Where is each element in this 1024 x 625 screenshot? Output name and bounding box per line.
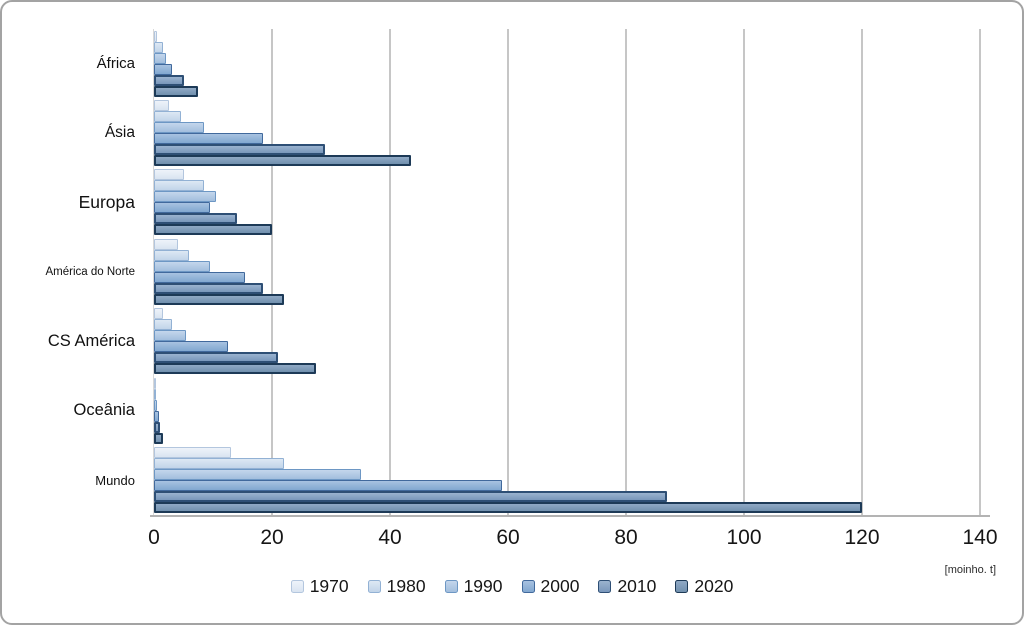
category-label: América do Norte: [45, 265, 135, 278]
bar-2000: [154, 480, 503, 492]
legend-item-1970: 1970: [290, 576, 349, 597]
legend-item-2020: 2020: [675, 576, 733, 597]
bar-1990: [154, 260, 211, 272]
category-label: Oceânia: [73, 401, 135, 420]
bar-2020: [154, 154, 411, 166]
bar-2000: [154, 271, 246, 283]
bar-2020: [154, 432, 163, 444]
legend-item-1980: 1980: [367, 576, 426, 597]
y-axis-line: [153, 29, 154, 515]
bar-1990: [154, 191, 216, 203]
bar-1980: [154, 249, 190, 261]
legend-swatch-icon: [290, 580, 304, 593]
bar-1970: [154, 377, 156, 389]
gridline-60: [507, 29, 509, 515]
legend-swatch-icon: [598, 580, 612, 593]
gridline-40: [389, 29, 391, 515]
x-tick-80: 80: [614, 526, 638, 549]
bar-2000: [154, 202, 211, 214]
bar-1970: [154, 169, 184, 181]
bar-2010: [154, 352, 278, 364]
legend-label: 1980: [386, 576, 426, 596]
bar-2020: [154, 85, 199, 97]
x-tick-100: 100: [726, 526, 762, 549]
legend-swatch-icon: [367, 580, 381, 593]
bar-1970: [154, 238, 178, 250]
bar-1980: [154, 110, 181, 122]
bar-2010: [154, 491, 668, 503]
legend-item-1990: 1990: [444, 576, 503, 597]
category-label: CS América: [47, 331, 135, 350]
x-tick-20: 20: [260, 526, 284, 549]
bar-2000: [154, 132, 264, 144]
legend-swatch-icon: [444, 580, 458, 593]
bar-2010: [154, 421, 160, 433]
legend-label: 2010: [617, 576, 657, 596]
bar-2010: [154, 282, 264, 294]
bar-1970: [154, 447, 231, 459]
x-tick-0: 0: [148, 526, 160, 549]
legend-label: 1970: [309, 576, 349, 596]
legend-swatch-icon: [675, 580, 689, 593]
bar-2020: [154, 293, 284, 305]
legend: 1970 1980 1990 2000 2010 2020: [2, 576, 1022, 597]
category-label: Europa: [78, 192, 135, 213]
bar-1980: [154, 388, 156, 400]
x-tick-60: 60: [496, 526, 520, 549]
bar-2010: [154, 74, 184, 86]
bar-2020: [154, 224, 272, 236]
bar-1990: [154, 330, 187, 342]
bar-2020: [154, 502, 862, 514]
axis-unit-label: [moinho. t]: [944, 564, 996, 576]
bar-1980: [154, 180, 205, 192]
x-tick-40: 40: [378, 526, 402, 549]
gridline-140: [979, 29, 981, 515]
bar-1970: [154, 99, 169, 111]
bar-2020: [154, 363, 317, 375]
bar-1970: [154, 308, 163, 320]
bar-1980: [154, 319, 172, 331]
bar-2000: [154, 341, 228, 353]
category-label: África: [96, 55, 135, 73]
legend-item-2010: 2010: [598, 576, 656, 597]
gridline-120: [861, 29, 863, 515]
bar-1990: [154, 399, 157, 411]
bar-2010: [154, 143, 326, 155]
bar-1970: [154, 30, 157, 42]
bar-1990: [154, 469, 361, 481]
category-label: Mundo: [95, 472, 135, 488]
legend-label: 2020: [694, 576, 734, 596]
bar-1980: [154, 458, 284, 470]
bar-1990: [154, 52, 166, 64]
gridline-80: [625, 29, 627, 515]
gridline-100: [743, 29, 745, 515]
legend-item-2000: 2000: [521, 576, 580, 597]
bar-2000: [154, 410, 159, 422]
gridline-20: [271, 29, 273, 515]
category-label: Ásia: [104, 124, 135, 142]
bar-2000: [154, 63, 172, 75]
legend-label: 1990: [463, 576, 503, 596]
bar-2010: [154, 213, 237, 225]
bar-1990: [154, 121, 205, 133]
legend-swatch-icon: [521, 580, 535, 593]
legend-label: 2000: [540, 576, 580, 596]
x-axis-line: [150, 515, 990, 517]
x-tick-140: 140: [962, 526, 998, 549]
bar-1980: [154, 41, 163, 53]
x-tick-120: 120: [844, 526, 880, 549]
